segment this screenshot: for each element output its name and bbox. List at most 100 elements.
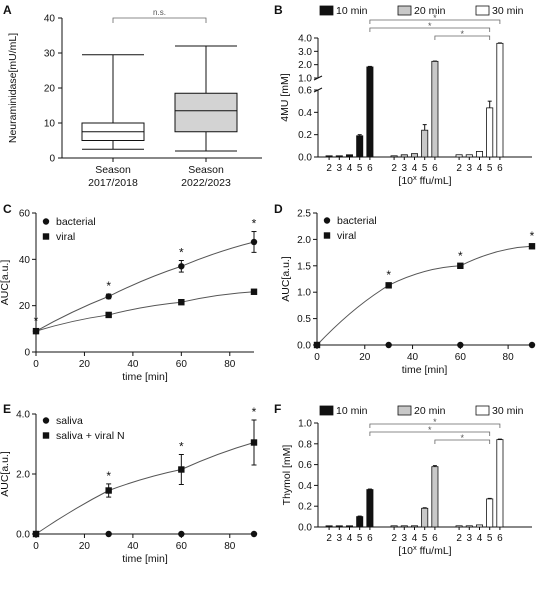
x-tick-label-line2: 2017/2018 [88,177,138,189]
panel-label-a: A [3,3,12,17]
bar [455,154,463,158]
y-axis-label: 4MU [mM] [279,73,291,121]
panel-d-line-chart: 0 20 40 60 80 0.0 0.5 1.0 1.5 2.0 2.5 time [min] AUC… [280,209,536,376]
y-tick-label: 40 [44,14,56,25]
x-axis-label-tail: ffu/mL] [417,175,452,187]
data-point [250,238,258,246]
y-tick-label: 20 [19,301,31,312]
y-tick-label: 0.4 [298,481,312,492]
bar [465,525,473,528]
panel-c-line-chart: 0 20 40 60 80 0 20 40 60 time [min] AUC[a.u.] * * * * b… [0,209,258,383]
x-tick-label: 5 [422,533,428,544]
x-axis-label-sup: x [413,543,417,552]
x-tick-label: 3 [337,533,343,544]
x-tick-label: 3 [402,533,408,544]
x-tick-label: 2 [391,533,397,544]
legend-marker [323,232,331,239]
y-tick-label: 4.0 [16,410,30,421]
x-tick-label: 2 [456,533,462,544]
panel-label-c: C [3,202,12,216]
significance-star: * [252,405,257,419]
legend-marker [323,217,331,224]
legend-label: 30 min [492,405,524,417]
significance-star: * [433,13,437,23]
panel-label-e: E [3,402,11,416]
x-tick-label: 4 [412,533,418,544]
significance-label: n.s. [153,8,166,17]
y-tick-label: 0.6 [298,460,312,471]
x-tick-label: 2 [326,163,332,174]
data-point [105,311,112,319]
y-tick-label: 0.5 [297,314,311,325]
x-tick-label: 2 [456,163,462,174]
x-tick-label: 3 [337,163,343,174]
y-tick-label: 1.5 [297,261,311,272]
x-axis-label: [10x ffu/mL] [398,173,451,187]
x-tick-label: 6 [432,533,438,544]
x-tick-label-line1: Season [188,164,224,176]
y-tick-label: 2.0 [297,235,311,246]
y-tick-label: 20 [44,84,56,95]
bar [325,525,333,528]
x-tick-label: 0 [314,352,320,363]
panel-label-d: D [274,202,283,216]
data-point [250,530,258,538]
bar [431,60,439,158]
series-curve [35,241,255,332]
data-point [313,341,321,349]
series-curve [316,245,533,346]
legend-label: 10 min [336,5,368,17]
significance-star: * [106,469,111,483]
x-tick-label: 80 [503,352,515,363]
legend-swatch [475,405,490,416]
bar [325,155,333,158]
y-axis-label: AUC[a.u.] [0,451,11,497]
data-point [105,487,112,494]
significance-bracket [369,27,491,32]
legend-label: saliva + viral N [56,430,125,442]
y-tick-label: 0 [49,154,55,165]
legend-label: viral [337,230,356,242]
bar [335,525,343,528]
bar [400,525,408,528]
bar [345,525,353,528]
x-tick-label: 3 [467,533,473,544]
legend-label: 30 min [492,5,524,17]
x-tick-label: 80 [224,359,236,370]
significance-star: * [386,268,391,282]
x-axis-label-base: [10 [398,545,413,557]
significance-star: * [458,249,463,263]
x-tick-label: 2 [326,533,332,544]
significance-star: * [428,425,432,435]
x-tick-label: 40 [127,541,139,552]
legend-marker [42,417,50,424]
x-tick-label: 6 [367,163,373,174]
bar [335,155,343,158]
x-tick-label: 3 [402,163,408,174]
y-tick-label: 40 [19,255,31,266]
bar [366,66,374,158]
x-tick-label: 60 [176,541,188,552]
bar [410,153,418,158]
x-tick-label: 5 [357,163,363,174]
significance-bracket [112,17,207,23]
bar [421,129,429,158]
x-tick-label: 4 [347,533,353,544]
x-tick-label: 6 [367,533,373,544]
x-tick-label: 4 [477,163,483,174]
bar [345,154,353,158]
x-tick-label: 5 [357,533,363,544]
x-axis-label: time [min] [402,364,448,376]
bar [496,439,504,528]
legend-marker [42,432,50,439]
data-point [385,341,392,349]
y-axis-label: AUC[a.u.] [280,256,292,302]
legend-label: bacterial [56,216,96,228]
bar [390,525,398,528]
x-tick-label-line2: 2022/2023 [181,177,231,189]
x-tick-label: 4 [412,163,418,174]
bar [366,489,374,528]
y-tick-label: 1.0 [298,74,312,85]
bar [475,524,483,528]
